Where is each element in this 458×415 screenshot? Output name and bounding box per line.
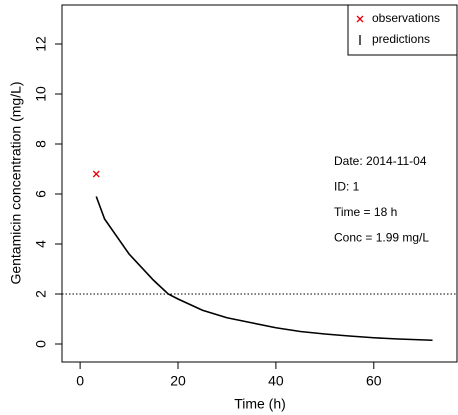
prediction-line (95, 196, 433, 342)
x-tick-label: 60 (366, 373, 382, 389)
annotation: Conc = 1.99 mg/L (334, 231, 429, 245)
legend-label: predictions (372, 32, 430, 46)
plot-frame (61, 4, 458, 363)
observation-point (92, 170, 100, 178)
x-tick-label: 20 (170, 373, 186, 389)
annotation: Date: 2014-11-04 (334, 154, 427, 168)
legend-symbol (356, 15, 364, 23)
y-tick-label: 8 (33, 140, 49, 148)
x-axis-label: Time (h) (234, 396, 286, 412)
y-tick-label: 2 (33, 290, 49, 298)
x-tick-label: 0 (76, 373, 84, 389)
y-tick-label: 0 (33, 340, 49, 348)
y-tick-label: 12 (33, 36, 49, 52)
legend-label: observations (372, 11, 440, 25)
y-tick-label: 10 (33, 86, 49, 102)
y-axis-label: Gentamicin concentration (mg/L) (8, 81, 24, 284)
y-tick-label: 4 (33, 240, 49, 248)
x-tick-label: 40 (268, 373, 284, 389)
annotation: ID: 1 (334, 180, 360, 194)
annotation: Time = 18 h (334, 205, 397, 219)
y-tick-label: 6 (33, 190, 49, 198)
legend-box (347, 4, 458, 56)
